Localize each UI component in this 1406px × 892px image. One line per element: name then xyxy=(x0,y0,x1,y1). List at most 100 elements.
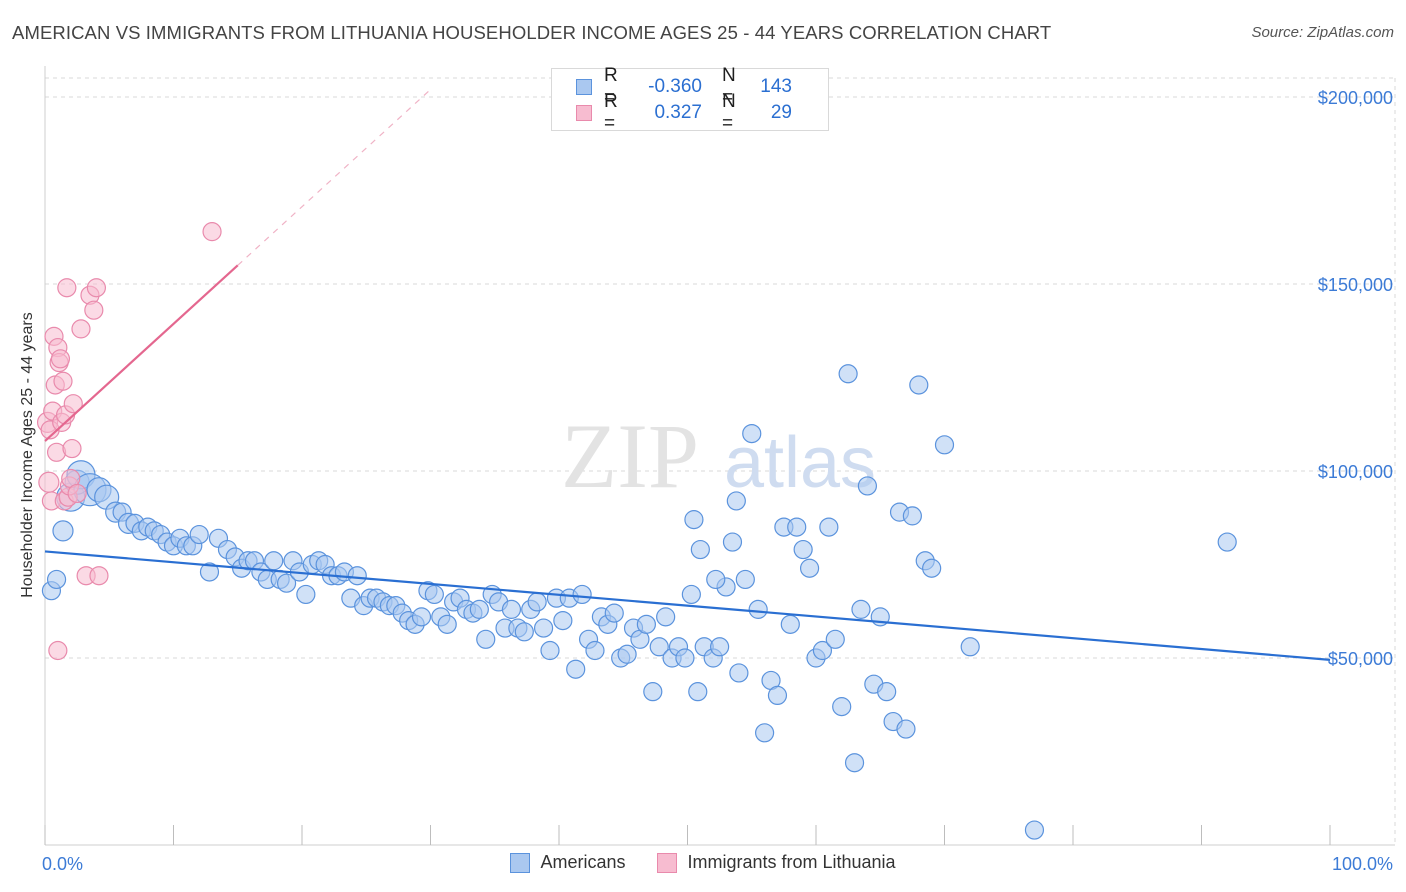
americans-point xyxy=(832,697,852,717)
americans-point xyxy=(780,614,800,634)
americans-point xyxy=(838,364,858,384)
americans-point xyxy=(572,584,592,605)
americans-point xyxy=(877,682,897,702)
americans-point xyxy=(819,517,839,537)
americans-point xyxy=(681,584,701,605)
americans-point xyxy=(706,569,726,590)
lithuania-trend-extension xyxy=(237,89,431,266)
americans-point xyxy=(726,491,746,511)
americans-point xyxy=(585,640,605,661)
americans-point xyxy=(684,510,704,530)
r-label: R = xyxy=(604,91,618,134)
n-label: N = xyxy=(722,91,736,134)
lithuania-point xyxy=(84,300,104,320)
americans-point xyxy=(1024,820,1045,840)
americans-point xyxy=(767,685,788,706)
americans-point xyxy=(922,558,942,578)
americans-point xyxy=(812,640,833,661)
lithuania-trend-line xyxy=(44,264,239,442)
americans-point xyxy=(735,569,755,590)
lithuania-point xyxy=(38,471,60,493)
americans-point xyxy=(688,682,708,702)
lithuania-point xyxy=(63,394,83,414)
americans-point xyxy=(748,599,768,619)
americans-point xyxy=(276,573,297,593)
data-points xyxy=(36,222,1237,840)
axes xyxy=(44,66,1395,846)
americans-point xyxy=(960,637,980,657)
chart-title: AMERICAN VS IMMIGRANTS FROM LITHUANIA HO… xyxy=(12,22,1052,43)
americans-point xyxy=(649,637,669,657)
y-tick-label: $100,000 xyxy=(1318,462,1393,482)
source-credit: Source: ZipAtlas.com xyxy=(1251,24,1394,41)
americans-point xyxy=(347,566,367,586)
americans-point xyxy=(566,659,586,679)
legend-label-lithuania: Immigrants from Lithuania xyxy=(687,852,896,872)
legend-swatch-pink xyxy=(576,105,592,121)
americans-point xyxy=(476,629,496,649)
lithuania-point xyxy=(57,278,77,298)
americans-point xyxy=(411,607,432,627)
americans-point xyxy=(754,723,775,743)
americans-point xyxy=(636,614,656,634)
legend-swatch-blue xyxy=(576,79,592,95)
americans-point xyxy=(514,622,534,642)
lithuania-point xyxy=(67,483,87,504)
lithuania-point xyxy=(48,640,68,661)
americans-point xyxy=(52,520,74,542)
lithuania-point xyxy=(53,371,73,391)
americans-point xyxy=(902,506,922,526)
legend-swatch-americans xyxy=(510,852,531,873)
tick-labels: $50,000 $100,000 $150,000 $200,000 0.0% 100.0… xyxy=(42,88,1393,874)
legend-stats: R = -0.360 N = 143 R = 0.327 N = 29 xyxy=(551,65,829,134)
americans-point xyxy=(553,610,573,631)
y-tick-label: $50,000 xyxy=(1328,649,1393,669)
americans-point xyxy=(1217,532,1237,552)
americans-point xyxy=(851,599,871,619)
americans-point xyxy=(469,599,489,619)
americans-point xyxy=(527,592,547,612)
legend-row-americans: R = -0.360 N = 143 xyxy=(576,65,792,108)
americans-point xyxy=(742,424,762,444)
legend-item-lithuania[interactable]: Immigrants from Lithuania xyxy=(657,852,896,873)
watermark-zip: ZIP xyxy=(561,405,699,507)
lithuania-point xyxy=(86,278,107,298)
americans-point xyxy=(296,584,316,605)
americans-trend-line xyxy=(44,550,1331,661)
lithuania-point xyxy=(89,566,109,586)
americans-point xyxy=(825,629,845,649)
x-tick-label-min: 0.0% xyxy=(42,854,83,874)
americans-point xyxy=(787,517,807,537)
americans-point xyxy=(501,599,522,619)
americans-point xyxy=(722,532,743,552)
americans-point xyxy=(189,524,209,545)
lithuania-point xyxy=(202,222,222,242)
lithuania-point xyxy=(62,438,82,459)
legend-label-americans: Americans xyxy=(540,852,626,872)
americans-point xyxy=(857,476,878,496)
legend-item-americans[interactable]: Americans xyxy=(510,852,625,873)
x-tick-label-max: 100.0% xyxy=(1332,854,1393,874)
n-label: N = xyxy=(722,65,736,108)
americans-point xyxy=(604,603,624,623)
americans-point xyxy=(690,539,710,560)
americans-point xyxy=(710,637,730,657)
legend-swatch-lithuania xyxy=(657,852,678,873)
americans-point xyxy=(793,539,813,560)
y-tick-label: $200,000 xyxy=(1318,88,1393,108)
americans-point xyxy=(199,562,220,582)
legend-series: Americans Immigrants from Lithuania xyxy=(0,852,1406,873)
watermark: ZIP atlas xyxy=(561,405,876,507)
n-value: 29 xyxy=(770,102,792,123)
americans-point xyxy=(264,551,284,571)
americans-point xyxy=(643,682,663,702)
americans-point xyxy=(909,375,929,395)
legend-row-lithuania: R = 0.327 N = 29 xyxy=(576,91,792,134)
americans-point xyxy=(896,719,916,739)
r-value: -0.360 xyxy=(648,76,702,97)
americans-point xyxy=(844,753,865,773)
americans-point xyxy=(540,640,560,661)
americans-point xyxy=(617,644,637,664)
americans-point xyxy=(934,435,955,455)
